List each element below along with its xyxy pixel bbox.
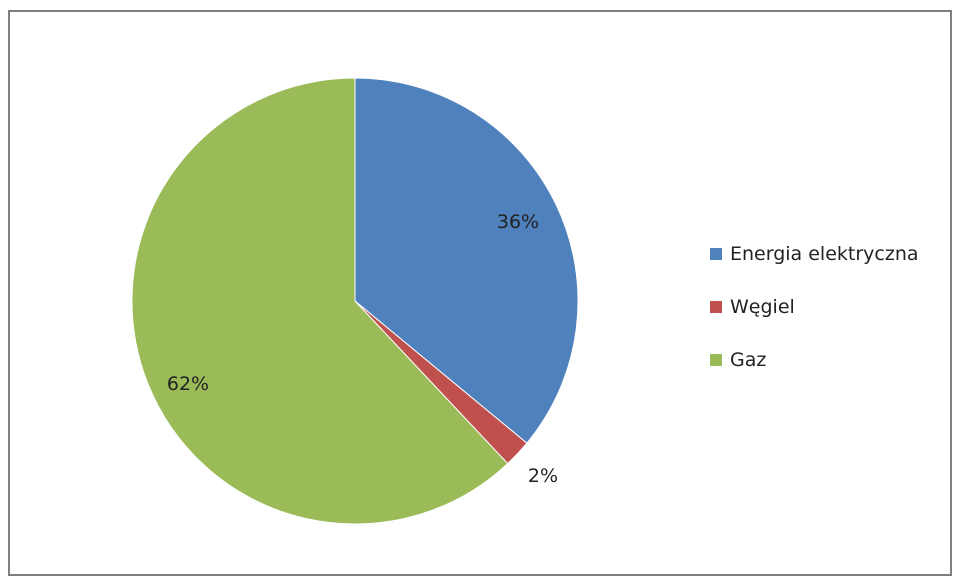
slice-data-label: 36%	[497, 211, 539, 233]
legend-item-gaz: Gaz	[710, 346, 950, 374]
legend: Energia elektryczna Węgiel Gaz	[710, 240, 950, 399]
legend-swatch	[710, 301, 722, 313]
pie-slice-1	[354, 77, 579, 444]
pie-chart: 36% 2% 62%	[131, 77, 579, 525]
legend-item-energia-elektryczna: Energia elektryczna	[710, 240, 950, 268]
slice-data-label: 2%	[528, 465, 558, 487]
chart-area: 36% 2% 62% Energia elektryczna Węgiel Gaz	[8, 10, 952, 576]
legend-label: Energia elektryczna	[730, 243, 919, 265]
slice-data-label: 62%	[167, 373, 209, 395]
legend-label: Gaz	[730, 349, 767, 371]
legend-swatch	[710, 248, 722, 260]
legend-label: Węgiel	[730, 296, 795, 318]
legend-swatch	[710, 354, 722, 366]
pie-slice-3	[131, 77, 509, 525]
legend-item-wegiel: Węgiel	[710, 293, 950, 321]
